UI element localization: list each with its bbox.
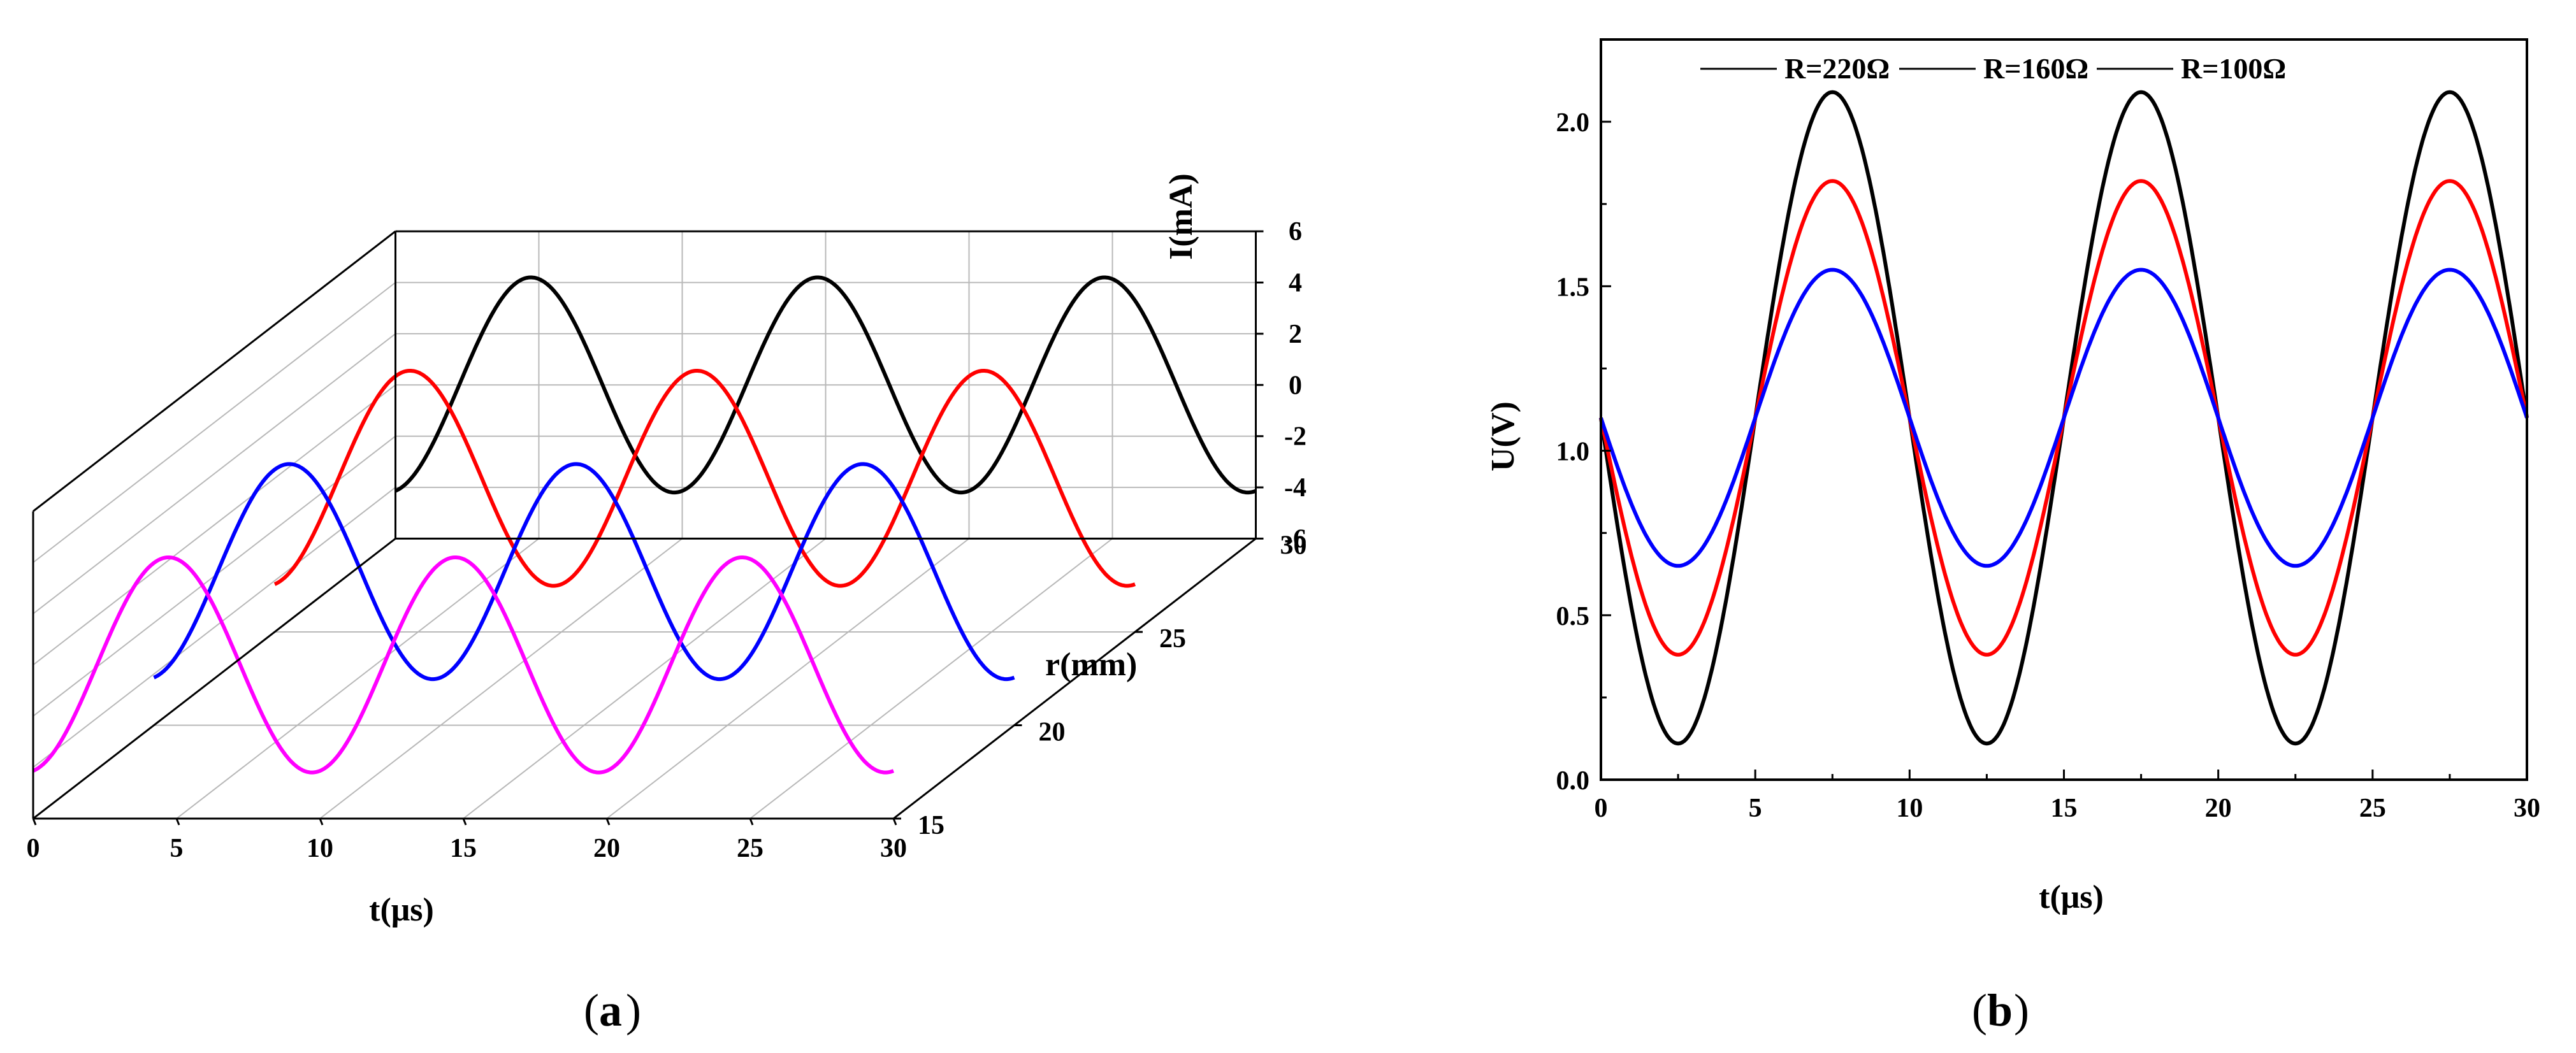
y-tick-label: 15 [918,811,944,840]
y-tick-label: 30 [1280,531,1307,561]
y-tick-label: 25 [1159,624,1186,654]
panel-a-z-axis-label: I(mA) [1163,173,1199,260]
svg-text:): ) [626,985,641,1036]
y-tick-label: 2.0 [1556,108,1590,138]
grid-line [33,384,396,666]
x-tick-label: 5 [1749,794,1762,823]
y-tick-label: 0.0 [1556,766,1590,796]
panel-b-caption: ( b ) [1972,985,2029,1036]
series-line-r30 [394,275,1257,495]
svg-text:a: a [599,985,622,1036]
svg-text:(: ( [584,985,599,1036]
y-tick-label: 20 [1039,718,1066,747]
grid-line [176,538,540,819]
grid-line [33,487,396,768]
x-tick-label: 20 [2205,794,2232,823]
x-tick-label: 15 [2051,794,2078,823]
z-tick-label: -6 [1284,525,1306,554]
x-tick-label: 0 [1595,794,1608,823]
grid-line [606,538,970,819]
axis-line [33,230,396,512]
x-tick-label: 15 [450,834,477,863]
panel-a-axes [32,230,1257,820]
panel-a-series [32,275,1257,775]
z-tick-label: 4 [1289,269,1302,298]
panel-a-y-axis-label: r(mm) [1045,647,1137,683]
z-tick-label: 0 [1289,371,1302,400]
y-tick-label: 1.5 [1556,273,1590,302]
x-tick-label: 5 [170,834,184,863]
z-tick-label: 2 [1289,320,1302,349]
x-tick-label: 30 [2514,794,2540,823]
y-tick-label: 1.0 [1556,438,1590,467]
x-tick-label: 10 [1896,794,1923,823]
panel-a-caption: ( a ) [584,985,641,1036]
x-tick-label: 20 [593,834,620,863]
panel-a-x-axis-label: t(μs) [369,892,434,928]
x-tick-label: 10 [307,834,333,863]
x-tick-mark [319,818,324,826]
grid-line [463,538,827,819]
x-tick-mark [32,818,37,826]
grid-line [749,538,1113,819]
x-tick-label: 25 [737,834,763,863]
panel-b-chart: 0 5 10 15 20 25 30 0.0 0.5 1.0 1.5 2.0 R=220Ω R=160Ω… [1485,38,2541,1036]
x-tick-mark [892,818,897,826]
x-tick-mark [605,818,611,826]
axis-line [33,538,396,820]
z-tick-label: 6 [1289,217,1302,247]
series-line-r25 [273,369,1136,588]
svg-text:b: b [1987,985,2013,1036]
x-tick-label: 0 [27,834,40,863]
legend-label: R=160Ω [1983,52,2088,85]
panel-b-series [1599,90,2529,746]
axis-line [893,538,1257,820]
svg-text:): ) [2014,985,2029,1036]
svg-text:(: ( [1972,985,1987,1036]
x-tick-label: 25 [2359,794,2386,823]
x-tick-mark [749,818,754,826]
series-line-r20 [153,462,1015,682]
grid-line [33,333,396,615]
x-tick-label: 30 [880,834,907,863]
series-line [1599,268,2529,568]
x-tick-mark [175,818,180,826]
series-line-r15 [32,555,895,775]
y-tick-label: 0.5 [1556,602,1590,631]
z-tick-label: -2 [1284,422,1306,452]
panel-b-y-axis-label: U(V) [1485,401,1521,471]
x-tick-mark [462,818,467,826]
grid-line [33,282,396,563]
legend-label: R=220Ω [1784,52,1890,85]
panel-a-grid [33,231,1257,819]
z-tick-label: -4 [1284,473,1306,503]
panel-b-x-axis-label: t(μs) [2039,879,2104,915]
legend-label: R=100Ω [2181,52,2286,85]
panel-b-ticks: 0 5 10 15 20 25 30 0.0 0.5 1.0 1.5 2.0 [1556,108,2541,823]
panel-b-legend: R=220Ω R=160Ω R=100Ω [1700,52,2286,85]
grid-line [319,538,683,819]
